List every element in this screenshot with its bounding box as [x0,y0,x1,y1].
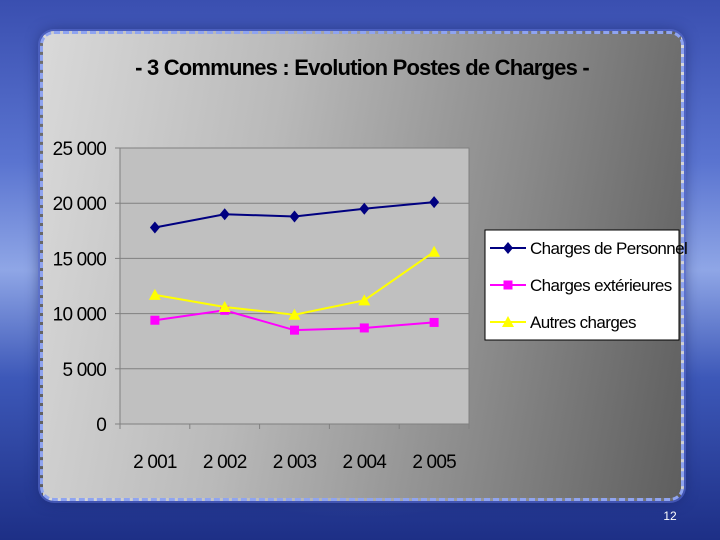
legend-label: Charges extérieures [530,276,672,295]
data-point-diamond [503,242,513,254]
y-tick-label: 15 000 [53,249,107,270]
y-axis-ticks: 0 5 000 10 000 15 000 20 000 25 000 [53,139,120,436]
page-number: 12 [663,509,677,523]
legend-item: Charges de Personnel [490,239,688,258]
x-tick-label: 2 003 [273,452,317,473]
x-axis-ticks: 2 001 2 002 2 003 2 004 2 005 [119,424,470,473]
x-tick-label: 2 005 [412,452,456,473]
data-point-triangle [428,245,441,257]
y-tick-label: 0 [96,415,106,436]
data-point-triangle [218,300,231,312]
data-point-diamond [359,202,370,215]
legend-label: Autres charges [530,313,636,332]
y-tick-label: 20 000 [53,194,107,215]
series-group [148,196,441,335]
y-tick-label: 10 000 [53,305,107,326]
data-point-triangle [148,288,161,300]
y-tick-label: 25 000 [53,139,107,160]
series [149,196,440,234]
y-tick-label: 5 000 [62,360,106,381]
data-point-diamond [429,196,440,209]
data-point-triangle [502,316,514,327]
data-point-square [429,317,439,327]
legend-item: Autres charges [490,313,637,332]
series [148,245,441,320]
legend: Charges de Personnel Charges extérieures A… [484,229,688,341]
chart-title: - 3 Communes : Evolution Postes de Charg… [135,55,590,80]
data-point-square [503,280,513,290]
data-point-diamond [149,221,160,234]
legend-item: Charges extérieures [490,276,672,295]
data-point-diamond [219,208,230,221]
data-point-triangle [288,308,301,320]
data-point-square [290,325,299,335]
data-point-square [150,315,160,325]
legend-label: Charges de Personnel [530,239,687,258]
data-point-square [359,323,369,333]
x-tick-label: 2 001 [133,452,177,473]
x-tick-label: 2 004 [343,452,388,473]
data-point-diamond [289,210,300,223]
x-tick-label: 2 002 [203,452,247,473]
plot-area [119,147,470,425]
data-point-triangle [358,294,371,306]
